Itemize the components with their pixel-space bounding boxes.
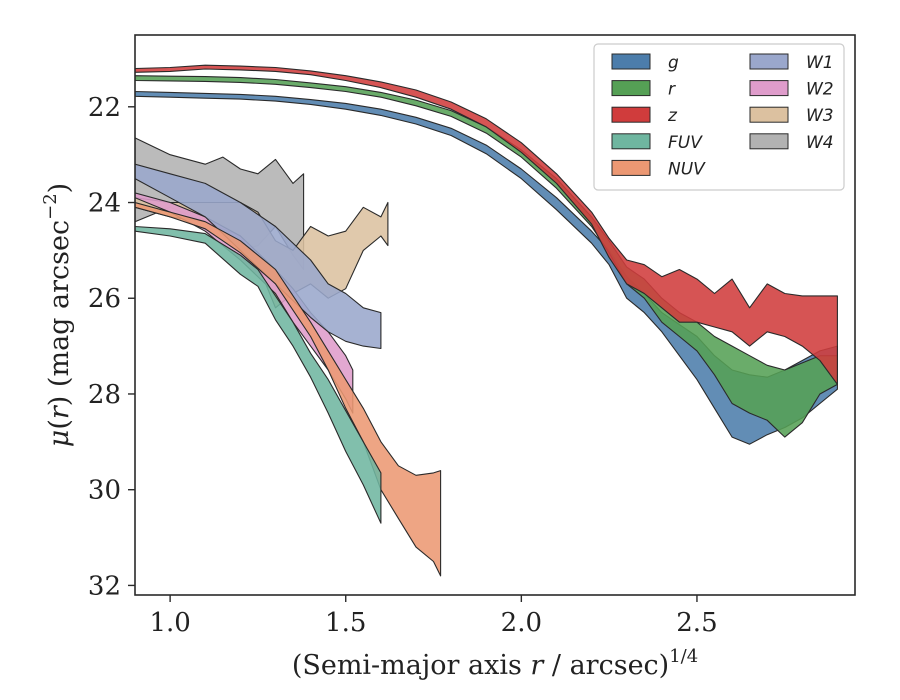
- area-fuv: [135, 225, 382, 524]
- legend-label-g: g: [668, 53, 679, 73]
- legend-swatch-z: [611, 106, 651, 123]
- legend-swatch-fuv: [611, 133, 651, 150]
- x-tick-label: 2.0: [501, 608, 542, 638]
- legend-swatch-w3: [749, 106, 789, 123]
- x-tick-label: 1.5: [325, 608, 366, 638]
- plot-areas: [135, 64, 838, 577]
- legend-swatch-w4: [749, 133, 789, 150]
- area-nuv: [135, 201, 442, 577]
- x-tick-label: 2.5: [676, 608, 717, 638]
- legend-swatch-nuv: [611, 159, 651, 176]
- y-tick-label: 24: [88, 189, 121, 219]
- legend-label-w3: W3: [806, 106, 834, 126]
- legend-swatch-w2: [749, 80, 789, 97]
- y-axis-label: μ(r) (mag arcsec−2): [40, 183, 75, 447]
- legend-label-fuv: FUV: [668, 133, 703, 153]
- legend: grz FUV NUV W1 W2 W3 W4: [593, 43, 845, 191]
- axes: 1.0 1.5 2.0 2.5 22 24 26 28 30 32 (Semi-major axis…: [40, 34, 856, 681]
- area-z: [135, 64, 838, 385]
- legend-label-r: r: [668, 80, 676, 100]
- legend-label-z: z: [667, 106, 678, 126]
- plot-frame: [134, 34, 856, 596]
- y-tick-label: 32: [88, 571, 121, 601]
- legend-swatch-w1: [749, 53, 789, 70]
- y-tick-label: 28: [88, 380, 121, 410]
- legend-label-nuv: NUV: [668, 159, 706, 179]
- legend-label-w2: W2: [806, 80, 834, 100]
- x-axis-label: (Semi-major axis r / arcsec)1/4: [292, 646, 698, 681]
- legend-swatch-g: [611, 53, 651, 70]
- legend-label-w4: W4: [806, 133, 834, 153]
- y-tick-label: 26: [88, 284, 121, 314]
- legend-swatch-r: [611, 80, 651, 97]
- legend-label-w1: W1: [806, 53, 834, 73]
- x-tick-label: 1.0: [149, 608, 190, 638]
- y-tick-label: 30: [88, 476, 121, 506]
- y-tick-label: 22: [88, 93, 121, 123]
